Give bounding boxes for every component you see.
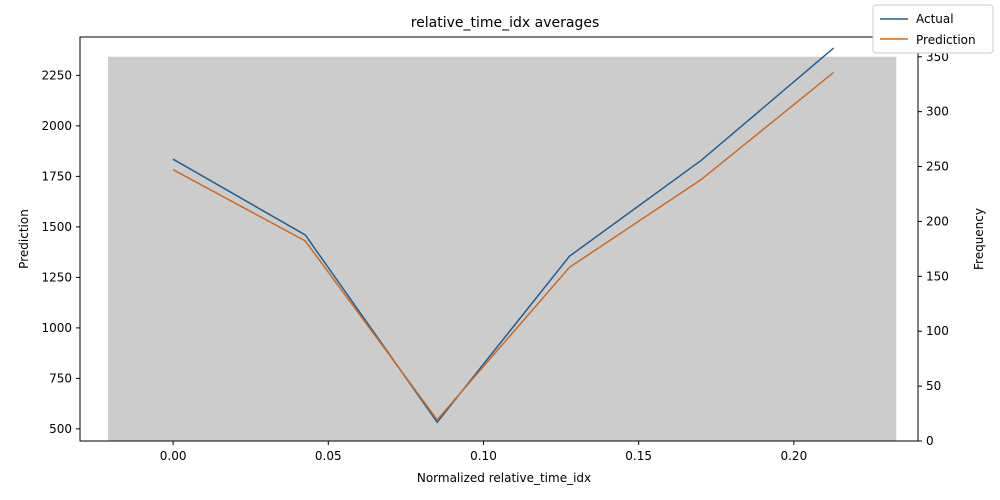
- series-line-actual: [172, 47, 835, 424]
- x-tick-label: 0.05: [315, 449, 342, 463]
- legend: Actual Prediction: [872, 4, 994, 54]
- y2-tick-label: 0: [926, 434, 934, 448]
- plot-frame: [79, 36, 919, 442]
- y-tick-label: 2250: [41, 68, 72, 82]
- y-tick-label: 1250: [41, 270, 72, 284]
- y2-tick-label: 50: [926, 379, 941, 393]
- x-tick-label: 0.15: [625, 449, 652, 463]
- y-tick-label: 2000: [41, 119, 72, 133]
- y2-tick-label: 100: [926, 324, 949, 338]
- y-tick-label: 1000: [41, 321, 72, 335]
- y2-tick-label: 250: [926, 160, 949, 174]
- y-axis-label: Prediction: [17, 209, 31, 269]
- x-tick-label: 0.10: [470, 449, 497, 463]
- y2-tick-label: 200: [926, 214, 949, 228]
- axes: 0.00 0.05 0.10 0.15 0.2050075010001250150017…: [41, 50, 948, 463]
- y2-axis-label: Frequency: [972, 208, 986, 270]
- series-line-prediction: [172, 71, 835, 421]
- plot-area: [107, 47, 897, 442]
- y2-tick-label: 150: [926, 269, 949, 283]
- x-tick-label: 0.00: [160, 449, 187, 463]
- legend-label-prediction: Prediction: [916, 33, 976, 47]
- chart-title: relative_time_idx averages: [411, 15, 600, 31]
- y2-tick-label: 300: [926, 105, 949, 119]
- x-tick-label: 0.20: [780, 449, 807, 463]
- x-axis-label: Normalized relative_time_idx: [417, 471, 591, 485]
- legend-label-actual: Actual: [916, 12, 954, 26]
- y-tick-label: 1750: [41, 169, 72, 183]
- y-tick-label: 500: [49, 422, 72, 436]
- legend-box: [872, 4, 994, 54]
- y-tick-label: 750: [49, 371, 72, 385]
- y-tick-label: 1500: [41, 220, 72, 234]
- frequency-bar: [107, 56, 897, 442]
